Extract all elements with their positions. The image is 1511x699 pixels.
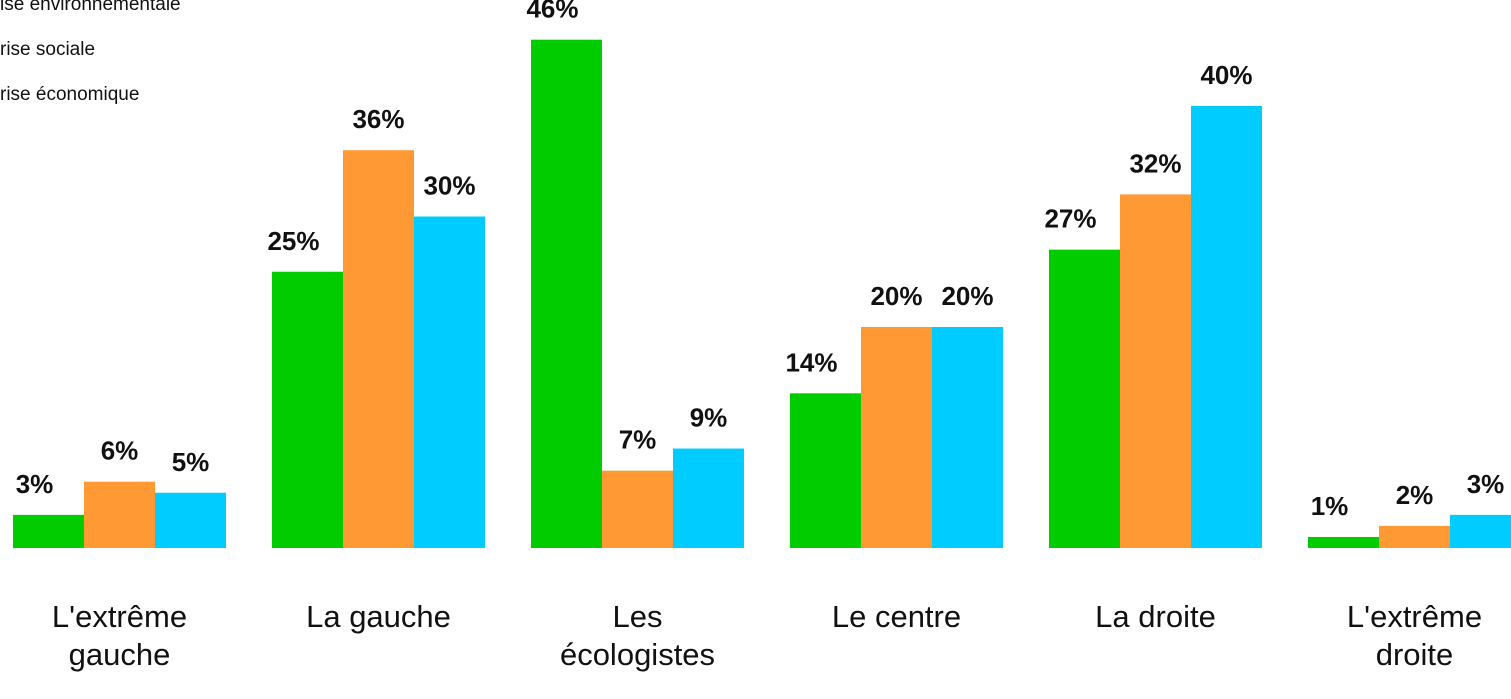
bar <box>1450 514 1511 548</box>
bar <box>343 150 414 548</box>
x-tick-label: Le centre <box>831 599 962 634</box>
value-label: 20% <box>941 281 993 311</box>
x-tick-label: L'extrême gauche <box>51 599 188 672</box>
value-label: 3% <box>1467 469 1505 499</box>
bar <box>414 216 485 548</box>
bar <box>1120 194 1191 548</box>
bar <box>932 327 1003 548</box>
value-label: 40% <box>1200 60 1252 90</box>
value-label: 1% <box>1311 491 1349 521</box>
value-label: 7% <box>619 425 657 455</box>
bar <box>84 481 155 548</box>
value-label: 2% <box>1396 480 1434 510</box>
value-label: 20% <box>870 281 922 311</box>
value-label: 30% <box>423 171 475 201</box>
legend-label: ise environnementale <box>0 0 181 15</box>
value-label: 14% <box>785 347 837 377</box>
legend-label: rise sociale <box>0 39 96 60</box>
legend-label: rise économique <box>0 84 140 105</box>
x-tick-label: La gauche <box>306 599 451 634</box>
bar <box>155 492 226 548</box>
value-label: 36% <box>352 104 404 134</box>
bar <box>1049 249 1120 548</box>
bar <box>1308 536 1379 548</box>
bar <box>13 514 84 548</box>
value-label: 27% <box>1044 204 1096 234</box>
value-label: 25% <box>267 226 319 256</box>
bar <box>531 39 602 548</box>
value-label: 46% <box>526 0 578 24</box>
x-tick-label: L'extrême droite <box>1346 599 1483 672</box>
value-label: 6% <box>101 436 139 466</box>
x-tick-label: La droite <box>1095 599 1216 634</box>
bar <box>861 327 932 548</box>
value-label: 3% <box>16 469 54 499</box>
bar <box>602 470 673 548</box>
value-label: 9% <box>690 403 728 433</box>
bar <box>1379 525 1450 548</box>
bar <box>272 271 343 548</box>
bar <box>790 393 861 548</box>
value-label: 5% <box>172 447 210 477</box>
bar <box>673 448 744 548</box>
value-label: 32% <box>1129 148 1181 178</box>
bar <box>1191 106 1262 548</box>
x-tick-label: Les écologistes <box>559 599 716 672</box>
